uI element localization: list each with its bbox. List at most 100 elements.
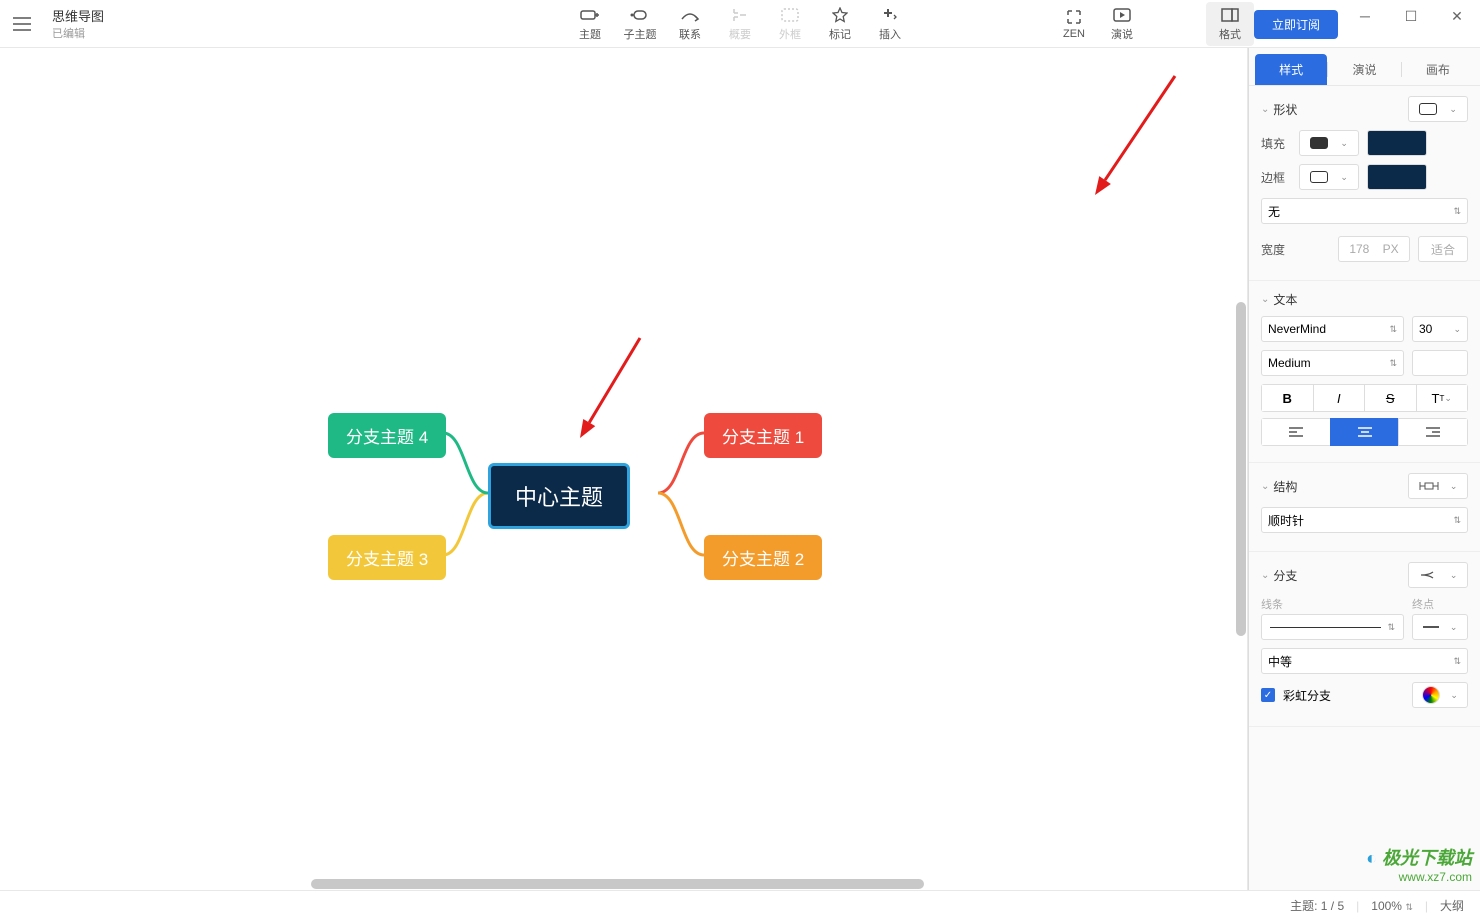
fill-style-select[interactable]: ⌄ (1299, 130, 1359, 156)
format-icon (1221, 6, 1239, 24)
line-style-select[interactable]: ⇅ (1261, 614, 1404, 640)
status-bar: 主题: 1 / 5 | 100% ⇅ | 大纲 (0, 890, 1480, 920)
zoom-level[interactable]: 100% ⇅ (1371, 899, 1413, 913)
border-style-select[interactable]: ⌄ (1299, 164, 1359, 190)
font-family-select[interactable]: NeverMind⇅ (1261, 316, 1404, 342)
present-icon (1113, 6, 1131, 24)
mindmap-center-node[interactable]: 中心主题 (488, 463, 630, 529)
branch-style-select[interactable]: ⌄ (1408, 562, 1468, 588)
outline-button[interactable]: 大纲 (1440, 897, 1464, 914)
mindmap-branch-node[interactable]: 分支主题 3 (328, 535, 446, 580)
structure-direction-select[interactable]: 顺时针⇅ (1261, 507, 1468, 533)
text-transform-button[interactable]: TT ⌄ (1416, 384, 1469, 412)
section-text-header[interactable]: ⌄ 文本 (1261, 291, 1468, 308)
italic-button[interactable]: I (1313, 384, 1365, 412)
chevron-down-icon: ⌄ (1261, 570, 1269, 581)
window-maximize[interactable]: ☐ (1388, 0, 1434, 32)
width-input[interactable] (1338, 236, 1410, 262)
tab-canvas[interactable]: 画布 (1402, 54, 1474, 85)
section-branch-header[interactable]: ⌄ 分支 ⌄ (1261, 562, 1468, 588)
mindmap-branch-node[interactable]: 分支主题 2 (704, 535, 822, 580)
tool-marker-label: 标记 (829, 26, 851, 42)
tool-marker[interactable]: 标记 (816, 2, 864, 46)
tool-boundary: 外框 (766, 2, 814, 46)
border-none-select[interactable]: 无⇅ (1261, 198, 1468, 224)
tool-summary-label: 概要 (729, 26, 751, 42)
fit-button[interactable]: 适合 (1418, 236, 1468, 262)
tool-present-label: 演说 (1111, 26, 1133, 42)
align-left-button[interactable] (1261, 418, 1330, 446)
summary-icon (732, 6, 748, 24)
line-label: 线条 (1261, 596, 1283, 612)
line-thickness-select[interactable]: 中等⇅ (1261, 648, 1468, 674)
document-info: 思维导图 已编辑 (44, 6, 104, 41)
section-shape-header[interactable]: ⌄ 形状 ⌄ (1261, 96, 1468, 122)
endpoint-label: 终点 (1412, 596, 1468, 612)
document-title: 思维导图 (52, 6, 104, 25)
section-shape-title: 形状 (1273, 101, 1297, 118)
tool-insert[interactable]: 插入 (866, 2, 914, 46)
align-center-button[interactable] (1330, 418, 1399, 446)
border-label: 边框 (1261, 169, 1291, 186)
chevron-down-icon: ⌄ (1261, 104, 1269, 115)
text-color-swatch[interactable] (1412, 350, 1468, 376)
mindmap-branch-node[interactable]: 分支主题 4 (328, 413, 446, 458)
width-label: 宽度 (1261, 241, 1291, 258)
document-status: 已编辑 (52, 25, 104, 41)
shape-selector[interactable]: ⌄ (1408, 96, 1468, 122)
tool-zen[interactable]: ZEN (1050, 2, 1098, 46)
marker-icon (832, 6, 848, 24)
tool-relation[interactable]: 联系 (666, 2, 714, 46)
tool-subtopic-label: 子主题 (624, 26, 657, 42)
insert-icon (882, 6, 898, 24)
endpoint-select[interactable]: ⌄ (1412, 614, 1468, 640)
tool-boundary-label: 外框 (779, 26, 801, 42)
watermark: ◐ 极光下载站 www.xz7.com (1366, 844, 1472, 884)
mindmap-canvas[interactable]: 中心主题 分支主题 1 分支主题 2 分支主题 3 分支主题 4 (0, 48, 1248, 890)
tool-insert-label: 插入 (879, 26, 901, 42)
chevron-down-icon: ⌄ (1261, 294, 1269, 305)
fill-label: 填充 (1261, 135, 1291, 152)
topic-count: 主题: 1 / 5 (1290, 897, 1344, 914)
rainbow-checkbox[interactable]: ✓ (1261, 688, 1275, 702)
font-size-select[interactable]: 30⌄ (1412, 316, 1468, 342)
relation-icon (680, 6, 700, 24)
tool-format-label: 格式 (1219, 26, 1241, 42)
topic-icon (580, 6, 600, 24)
tool-topic[interactable]: 主题 (566, 2, 614, 46)
zen-icon (1066, 8, 1082, 26)
rainbow-color-select[interactable]: ⌄ (1412, 682, 1468, 708)
rainbow-icon (1422, 686, 1440, 704)
strikethrough-button[interactable]: S (1364, 384, 1416, 412)
structure-type-select[interactable]: ⌄ (1408, 473, 1468, 499)
subtopic-icon (630, 6, 650, 24)
tool-format[interactable]: 格式 (1206, 2, 1254, 46)
hamburger-menu[interactable] (0, 0, 44, 48)
align-right-button[interactable] (1398, 418, 1468, 446)
tool-subtopic[interactable]: 子主题 (616, 2, 664, 46)
tool-present[interactable]: 演说 (1098, 2, 1146, 46)
format-sidebar: 样式 演说 画布 ⌄形状 ⌄ 填充 ⌄ 边框 ⌄ 无⇅ (1248, 48, 1480, 890)
rainbow-label: 彩虹分支 (1283, 687, 1331, 704)
canvas-scrollbar-vertical[interactable] (1236, 52, 1246, 886)
bold-button[interactable]: B (1261, 384, 1313, 412)
window-minimize[interactable]: ─ (1342, 0, 1388, 32)
window-close[interactable]: ✕ (1434, 0, 1480, 32)
tool-zen-label: ZEN (1063, 28, 1085, 40)
tool-relation-label: 联系 (679, 26, 701, 42)
chevron-down-icon: ⌄ (1261, 481, 1269, 492)
border-color-swatch[interactable] (1367, 164, 1427, 190)
canvas-scrollbar-horizontal[interactable] (4, 879, 1231, 889)
fill-color-swatch[interactable] (1367, 130, 1427, 156)
section-branch-title: 分支 (1273, 567, 1297, 584)
tab-style[interactable]: 样式 (1255, 54, 1327, 85)
tool-summary: 概要 (716, 2, 764, 46)
font-weight-select[interactable]: Medium⇅ (1261, 350, 1404, 376)
section-text-title: 文本 (1273, 291, 1297, 308)
section-structure-header[interactable]: ⌄ 结构 ⌄ (1261, 473, 1468, 499)
mindmap-branch-node[interactable]: 分支主题 1 (704, 413, 822, 458)
section-structure-title: 结构 (1273, 478, 1297, 495)
tab-present[interactable]: 演说 (1328, 54, 1400, 85)
subscribe-button[interactable]: 立即订阅 (1254, 10, 1338, 39)
boundary-icon (781, 6, 799, 24)
